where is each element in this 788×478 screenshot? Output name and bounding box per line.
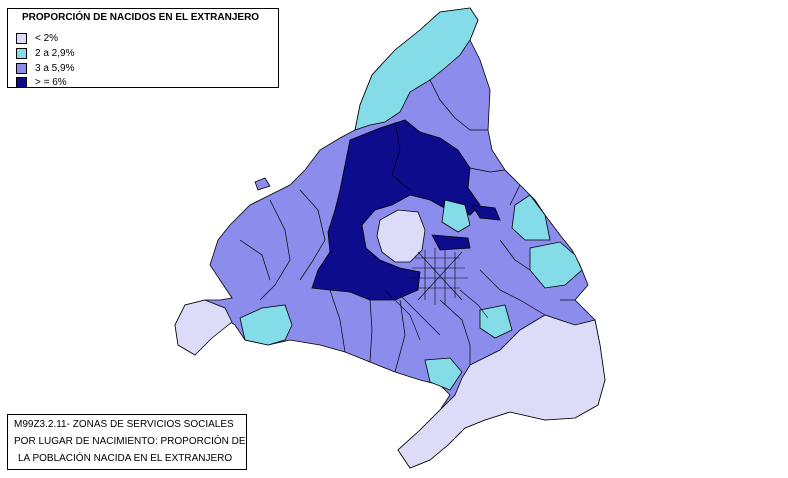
legend-label: 3 a 5,9% <box>35 62 75 74</box>
zone-center-cyan <box>441 199 471 233</box>
map-legend: PROPORCIÓN DE NACIDOS EN EL EXTRANJERO <… <box>7 8 279 88</box>
zone-east-dark <box>431 234 471 251</box>
zone-boundaries <box>239 79 575 373</box>
legend-swatch <box>16 62 27 74</box>
zone-north-cyan <box>354 7 479 131</box>
caption-line-2: POR LUGAR DE NACIMIENTO: PROPORCIÓN DE <box>14 436 246 447</box>
caption-line-1: M99Z3.2.11- ZONAS DE SERVICIOS SOCIALES <box>14 419 234 430</box>
caption-line-3: LA POBLACIÓN NACIDA EN EL EXTRANJERO <box>18 453 233 464</box>
legend-item-gte-6: > = 6% <box>16 75 67 89</box>
zone-south-cyan-2 <box>479 304 513 339</box>
legend-label: 2 a 2,9% <box>35 47 75 59</box>
legend-swatch <box>16 76 27 88</box>
zone-southwest-light <box>174 299 233 356</box>
zone-central-light <box>376 209 426 263</box>
zone-isolated-nw <box>254 177 271 191</box>
legend-swatch <box>16 47 27 59</box>
legend-label: > = 6% <box>35 76 67 88</box>
legend-swatch <box>16 32 27 44</box>
zone-west-cyan <box>239 304 293 346</box>
zone-central-dark <box>311 119 481 301</box>
zone-east-cyan <box>511 194 551 241</box>
legend-item-2-29: 2 a 2,9% <box>16 46 74 60</box>
zone-south-cyan <box>424 357 463 391</box>
urban-core-grid <box>384 248 489 341</box>
legend-item-lt-2: < 2% <box>16 31 58 45</box>
legend-title: PROPORCIÓN DE NACIDOS EN EL EXTRANJERO <box>22 12 260 23</box>
zone-east-cyan-2 <box>529 241 583 289</box>
zone-northeast-dark <box>471 204 501 221</box>
legend-label: < 2% <box>35 32 59 44</box>
legend-item-3-59: 3 a 5,9% <box>16 61 74 75</box>
zone-southeast-light <box>397 314 606 469</box>
map-caption: M99Z3.2.11- ZONAS DE SERVICIOS SOCIALES … <box>7 414 247 470</box>
